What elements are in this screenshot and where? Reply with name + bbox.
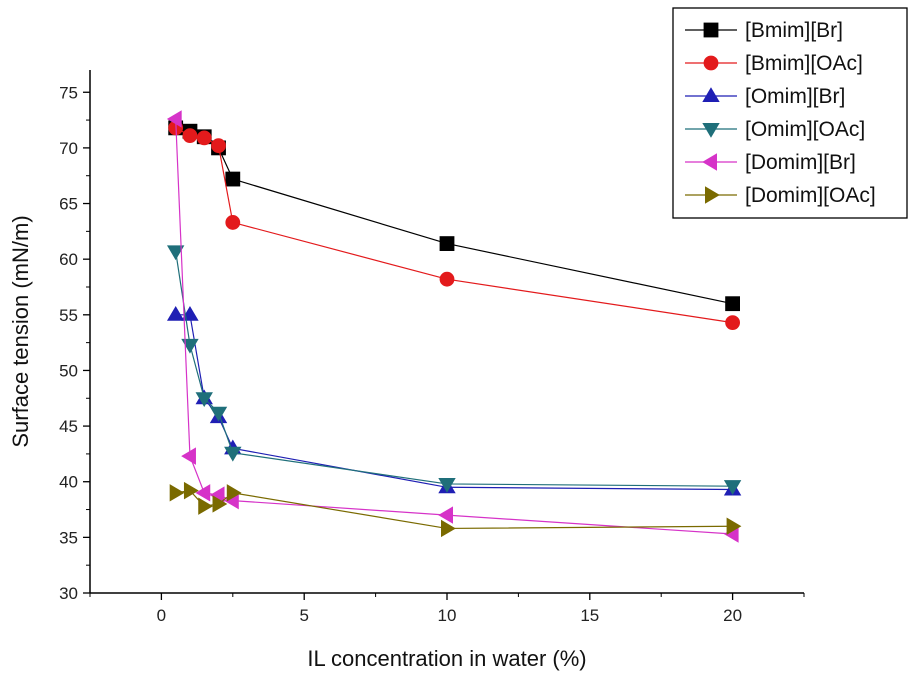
legend-box <box>672 7 908 219</box>
x-tick-label: 15 <box>580 606 599 625</box>
y-tick-label: 35 <box>59 528 78 547</box>
legend-marker <box>703 22 719 38</box>
legend: [Bmim][Br] [Bmim][OAc] [Omim][Br] [Omim][OA… <box>672 7 908 219</box>
data-point <box>725 296 740 312</box>
series-6 <box>169 481 742 538</box>
data-point <box>725 315 740 330</box>
y-tick-label: 40 <box>59 473 78 492</box>
legend-entry: [Domim][OAc] <box>685 184 876 207</box>
legend-label: [Domim][OAc] <box>745 184 876 207</box>
data-point <box>211 138 226 154</box>
y-tick-label: 30 <box>59 584 78 603</box>
legend-marker <box>702 123 720 138</box>
data-point <box>209 406 228 422</box>
data-point <box>224 446 242 462</box>
legend-label: [Bmim][Br] <box>745 19 843 42</box>
series-1 <box>168 120 740 312</box>
data-point <box>198 497 214 515</box>
data-point <box>212 495 228 513</box>
data-point <box>196 130 212 146</box>
x-tick-label: 10 <box>438 606 457 625</box>
data-point <box>182 128 198 144</box>
legend-entry: [Domim][Br] <box>685 151 856 174</box>
legend-marker <box>702 87 720 102</box>
data-point <box>440 519 456 538</box>
x-axis-title: IL concentration in water (%) <box>307 646 586 671</box>
legend-marker <box>705 186 720 204</box>
y-tick-label: 75 <box>59 83 78 102</box>
legend-entry: [Omim][OAc] <box>685 118 865 141</box>
data-point <box>439 236 455 251</box>
y-tick-label: 70 <box>59 139 78 158</box>
data-point <box>226 484 242 502</box>
data-point <box>166 306 185 321</box>
legend-marker <box>702 153 717 171</box>
series-line <box>175 127 733 324</box>
legend-label: [Omim][Br] <box>745 85 845 108</box>
legend-label: [Bmim][OAc] <box>745 52 863 75</box>
data-point <box>195 392 213 408</box>
data-point <box>169 484 185 502</box>
data-point <box>225 171 241 187</box>
y-axis-title: Surface tension (mN/m) <box>8 215 33 447</box>
data-point <box>726 517 742 535</box>
y-tick-label: 45 <box>59 417 78 436</box>
data-point <box>438 477 456 493</box>
x-tick-label: 0 <box>157 606 166 625</box>
legend-entry: [Bmim][OAc] <box>685 52 863 75</box>
legend-label: [Omim][OAc] <box>745 118 865 141</box>
x-tick-label: 5 <box>299 606 308 625</box>
data-point <box>166 110 182 128</box>
y-tick-label: 50 <box>59 361 78 380</box>
y-tick-label: 60 <box>59 250 78 269</box>
series-line <box>175 489 733 530</box>
legend-label: [Domim][Br] <box>745 151 856 174</box>
data-point <box>183 481 199 500</box>
x-tick-label: 20 <box>723 606 742 625</box>
data-point <box>723 480 742 495</box>
data-point <box>195 484 211 502</box>
series-4 <box>166 245 742 495</box>
series-2 <box>168 120 740 330</box>
legend-entry: [Bmim][Br] <box>685 19 843 42</box>
y-tick-label: 65 <box>59 195 78 214</box>
series-3 <box>166 306 742 496</box>
series-line <box>175 118 733 535</box>
data-point <box>225 215 241 230</box>
data-point <box>181 338 199 354</box>
series-layer <box>166 110 742 543</box>
y-tick-label: 55 <box>59 306 78 325</box>
axes: 30 35 40 45 50 55 60 65 70 75 0 5 10 15 20 <box>59 70 805 625</box>
legend-entry: [Omim][Br] <box>685 85 845 108</box>
series-line <box>175 314 733 491</box>
data-point <box>439 271 455 287</box>
data-point <box>181 447 196 465</box>
series-5 <box>166 110 739 543</box>
legend-marker <box>703 55 719 71</box>
data-point <box>438 506 454 524</box>
data-point <box>166 245 185 261</box>
